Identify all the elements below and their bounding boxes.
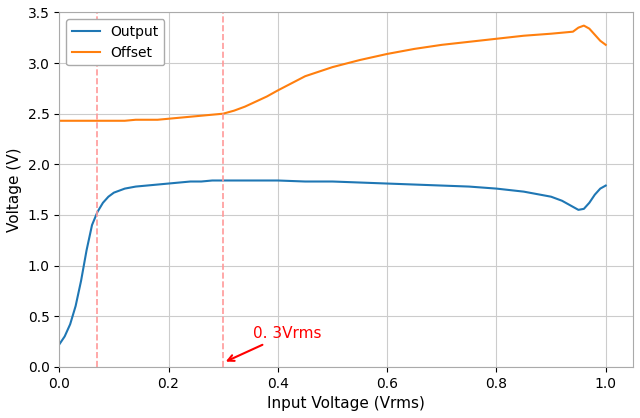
Output bbox=[56, 342, 63, 347]
Offset bbox=[132, 117, 140, 122]
Output bbox=[132, 184, 140, 189]
Output bbox=[198, 179, 205, 184]
Legend: Output, Offset: Output, Offset bbox=[66, 19, 164, 66]
Output bbox=[301, 179, 309, 184]
Output bbox=[596, 186, 604, 191]
Offset bbox=[67, 118, 74, 123]
Output bbox=[110, 190, 118, 195]
Offset bbox=[143, 117, 150, 122]
Offset bbox=[465, 39, 473, 44]
Offset bbox=[328, 65, 336, 70]
Offset bbox=[586, 26, 593, 31]
Offset bbox=[56, 118, 63, 123]
Output bbox=[569, 204, 577, 209]
Output bbox=[83, 248, 90, 253]
Output bbox=[547, 194, 555, 199]
Output bbox=[580, 206, 588, 212]
Output bbox=[72, 303, 79, 308]
Offset bbox=[274, 88, 282, 93]
Offset bbox=[547, 31, 555, 36]
Offset bbox=[493, 36, 500, 41]
Offset bbox=[230, 108, 238, 113]
Output bbox=[121, 186, 129, 191]
Output bbox=[241, 178, 249, 183]
Output bbox=[411, 182, 419, 187]
Output bbox=[154, 182, 161, 187]
Offset bbox=[356, 58, 364, 63]
Output bbox=[67, 322, 74, 327]
Output bbox=[104, 194, 112, 199]
Offset bbox=[596, 38, 604, 43]
Output bbox=[575, 207, 582, 212]
Output bbox=[230, 178, 238, 183]
Offset bbox=[61, 118, 68, 123]
Offset bbox=[383, 51, 391, 56]
Output bbox=[602, 183, 609, 188]
Offset bbox=[558, 30, 566, 35]
Output bbox=[88, 222, 96, 227]
Offset bbox=[209, 112, 216, 117]
Output bbox=[220, 178, 227, 183]
Offset bbox=[520, 33, 527, 38]
Offset bbox=[198, 113, 205, 118]
Text: 0. 3Vrms: 0. 3Vrms bbox=[228, 326, 322, 361]
Offset bbox=[411, 46, 419, 51]
Offset bbox=[580, 23, 588, 28]
Offset bbox=[154, 117, 161, 122]
Offset bbox=[301, 74, 309, 79]
Output bbox=[99, 200, 107, 205]
Output bbox=[356, 180, 364, 185]
Output bbox=[209, 178, 216, 183]
Output bbox=[493, 186, 500, 191]
Offset bbox=[93, 118, 101, 123]
Line: Offset: Offset bbox=[60, 25, 605, 121]
X-axis label: Input Voltage (Vrms): Input Voltage (Vrms) bbox=[268, 396, 425, 411]
Offset bbox=[104, 118, 112, 123]
Offset bbox=[121, 118, 129, 123]
Offset bbox=[602, 42, 609, 47]
Output bbox=[520, 189, 527, 194]
Output bbox=[586, 200, 593, 205]
Offset bbox=[591, 32, 598, 37]
Output bbox=[328, 179, 336, 184]
Offset bbox=[88, 118, 96, 123]
Offset bbox=[110, 118, 118, 123]
Output bbox=[263, 178, 271, 183]
Output bbox=[186, 179, 194, 184]
Output bbox=[175, 180, 183, 185]
Output bbox=[274, 178, 282, 183]
Output bbox=[164, 181, 172, 186]
Offset bbox=[99, 118, 107, 123]
Output bbox=[383, 181, 391, 186]
Output bbox=[438, 183, 445, 188]
Output bbox=[252, 178, 260, 183]
Offset bbox=[83, 118, 90, 123]
Offset bbox=[569, 29, 577, 34]
Output bbox=[591, 192, 598, 197]
Y-axis label: Voltage (V): Voltage (V) bbox=[7, 148, 22, 232]
Line: Output: Output bbox=[60, 181, 605, 344]
Output bbox=[143, 183, 150, 188]
Output bbox=[465, 184, 473, 189]
Output bbox=[77, 278, 85, 283]
Offset bbox=[575, 25, 582, 30]
Offset bbox=[241, 104, 249, 109]
Offset bbox=[220, 111, 227, 116]
Offset bbox=[263, 94, 271, 99]
Output bbox=[61, 334, 68, 339]
Offset bbox=[164, 116, 172, 121]
Output bbox=[93, 209, 101, 214]
Offset bbox=[252, 99, 260, 104]
Offset bbox=[77, 118, 85, 123]
Offset bbox=[438, 42, 445, 47]
Offset bbox=[72, 118, 79, 123]
Offset bbox=[175, 115, 183, 120]
Output bbox=[558, 198, 566, 203]
Offset bbox=[186, 114, 194, 119]
